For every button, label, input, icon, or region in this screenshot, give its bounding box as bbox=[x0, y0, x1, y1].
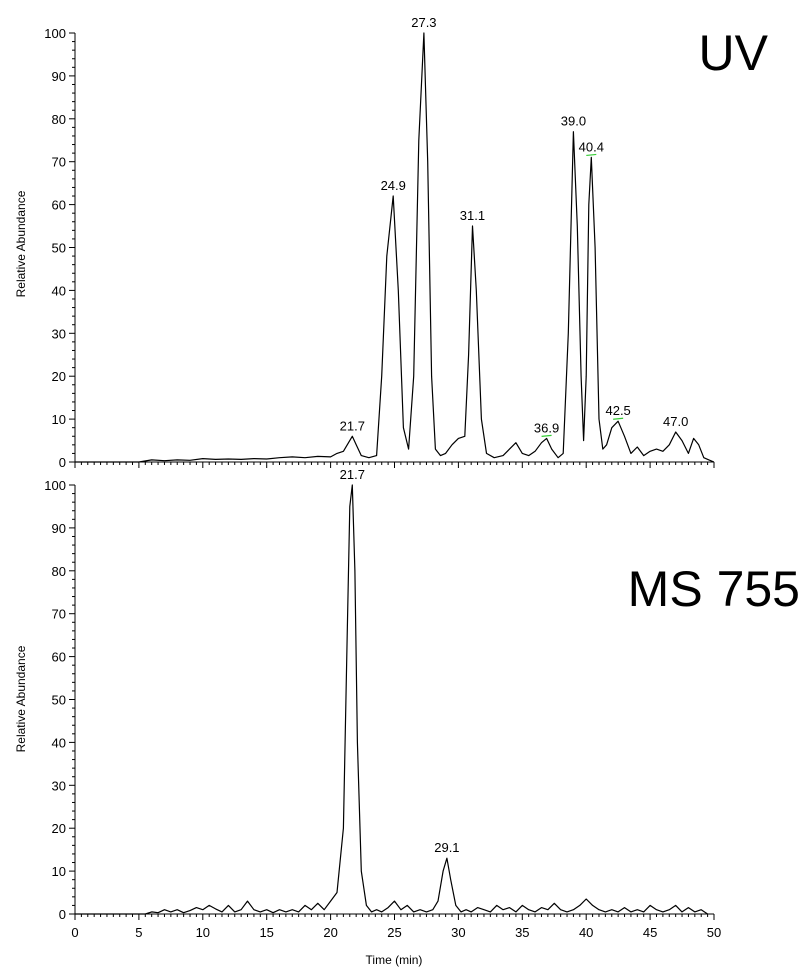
ms755-axes: 0 10 20 30 40 50 60 70 80 90 100 0 5 10 15 20 25 30 35 40 45… bbox=[44, 478, 721, 940]
ms755-x-tick-label: 35 bbox=[515, 925, 529, 940]
uv-y-tick-label: 30 bbox=[52, 326, 66, 341]
uv-peak-label: 27.3 bbox=[411, 15, 436, 30]
ms755-y-tick-label: 100 bbox=[44, 478, 66, 493]
uv-peak-label: 36.9 bbox=[534, 420, 559, 435]
uv-y-tick-label: 70 bbox=[52, 155, 66, 170]
uv-peak-label: 24.9 bbox=[381, 178, 406, 193]
ms755-x-tick-label: 50 bbox=[707, 925, 721, 940]
ms755-x-tick-label: 40 bbox=[579, 925, 593, 940]
uv-peak-marker bbox=[613, 417, 624, 420]
uv-peak-label: 40.4 bbox=[579, 139, 604, 154]
ms755-x-tick-label: 45 bbox=[643, 925, 657, 940]
uv-series-line bbox=[75, 32, 715, 463]
uv-y-tick-label: 100 bbox=[44, 26, 66, 41]
uv-peak-marker bbox=[541, 434, 552, 438]
uv-panel-title: UV bbox=[699, 25, 769, 81]
ms755-panel: MS 755 Relative Abundance Time (min) 0 10… bbox=[14, 467, 800, 967]
uv-trace bbox=[75, 32, 715, 463]
uv-axes: 0 10 20 30 40 50 60 70 80 90 100 bbox=[44, 26, 715, 470]
uv-y-axis-label: Relative Abundance bbox=[14, 190, 28, 297]
ms755-x-tick-label: 0 bbox=[71, 925, 78, 940]
ms755-trace bbox=[75, 484, 708, 915]
uv-y-tick-label: 40 bbox=[52, 283, 66, 298]
uv-y-tick-label: 0 bbox=[59, 455, 66, 470]
ms755-peak-label: 21.7 bbox=[340, 467, 365, 482]
uv-panel: UV Relative Abundance 0 10 20 30 40 50 60 70 80 9… bbox=[14, 15, 769, 470]
uv-peak-marker bbox=[586, 153, 597, 157]
uv-peak-label: 21.7 bbox=[340, 418, 365, 433]
uv-y-tick-label: 80 bbox=[52, 112, 66, 127]
uv-y-tick-label: 50 bbox=[52, 241, 66, 256]
uv-peak-label: 47.0 bbox=[663, 414, 688, 429]
uv-y-tick-label: 60 bbox=[52, 198, 66, 213]
ms755-y-tick-label: 80 bbox=[52, 564, 66, 579]
ms755-x-tick-label: 25 bbox=[387, 925, 401, 940]
uv-y-tick-label: 20 bbox=[52, 369, 66, 384]
uv-peak-label: 31.1 bbox=[460, 208, 485, 223]
ms755-panel-title: MS 755 bbox=[628, 561, 800, 617]
uv-y-tick-label: 10 bbox=[52, 412, 66, 427]
ms755-peak-label: 29.1 bbox=[434, 840, 459, 855]
ms755-y-tick-label: 10 bbox=[52, 864, 66, 879]
ms755-x-tick-label: 20 bbox=[323, 925, 337, 940]
ms755-y-tick-label: 40 bbox=[52, 735, 66, 750]
ms755-y-tick-label: 30 bbox=[52, 778, 66, 793]
ms755-y-tick-label: 90 bbox=[52, 521, 66, 536]
ms755-y-tick-label: 0 bbox=[59, 907, 66, 922]
ms755-y-axis-label: Relative Abundance bbox=[14, 645, 28, 752]
uv-peak-label: 39.0 bbox=[561, 114, 586, 129]
ms755-x-tick-label: 15 bbox=[259, 925, 273, 940]
uv-peak-labels: 21.7 24.9 27.3 31.1 36.9 39.0 40.4 42.5 47.0 bbox=[340, 15, 688, 438]
ms755-y-tick-label: 70 bbox=[52, 607, 66, 622]
uv-y-tick-label: 90 bbox=[52, 69, 66, 84]
ms755-x-tick-label: 30 bbox=[451, 925, 465, 940]
uv-peak-label: 42.5 bbox=[605, 403, 630, 418]
ms755-y-tick-label: 50 bbox=[52, 693, 66, 708]
ms755-y-tick-label: 20 bbox=[52, 821, 66, 836]
ms755-y-tick-label: 60 bbox=[52, 650, 66, 665]
ms755-peak-labels: 21.7 29.1 bbox=[340, 467, 460, 855]
ms755-series-line bbox=[75, 484, 708, 915]
ms755-x-tick-label: 10 bbox=[196, 925, 210, 940]
x-axis-label: Time (min) bbox=[366, 953, 423, 967]
ms755-x-tick-label: 5 bbox=[135, 925, 142, 940]
